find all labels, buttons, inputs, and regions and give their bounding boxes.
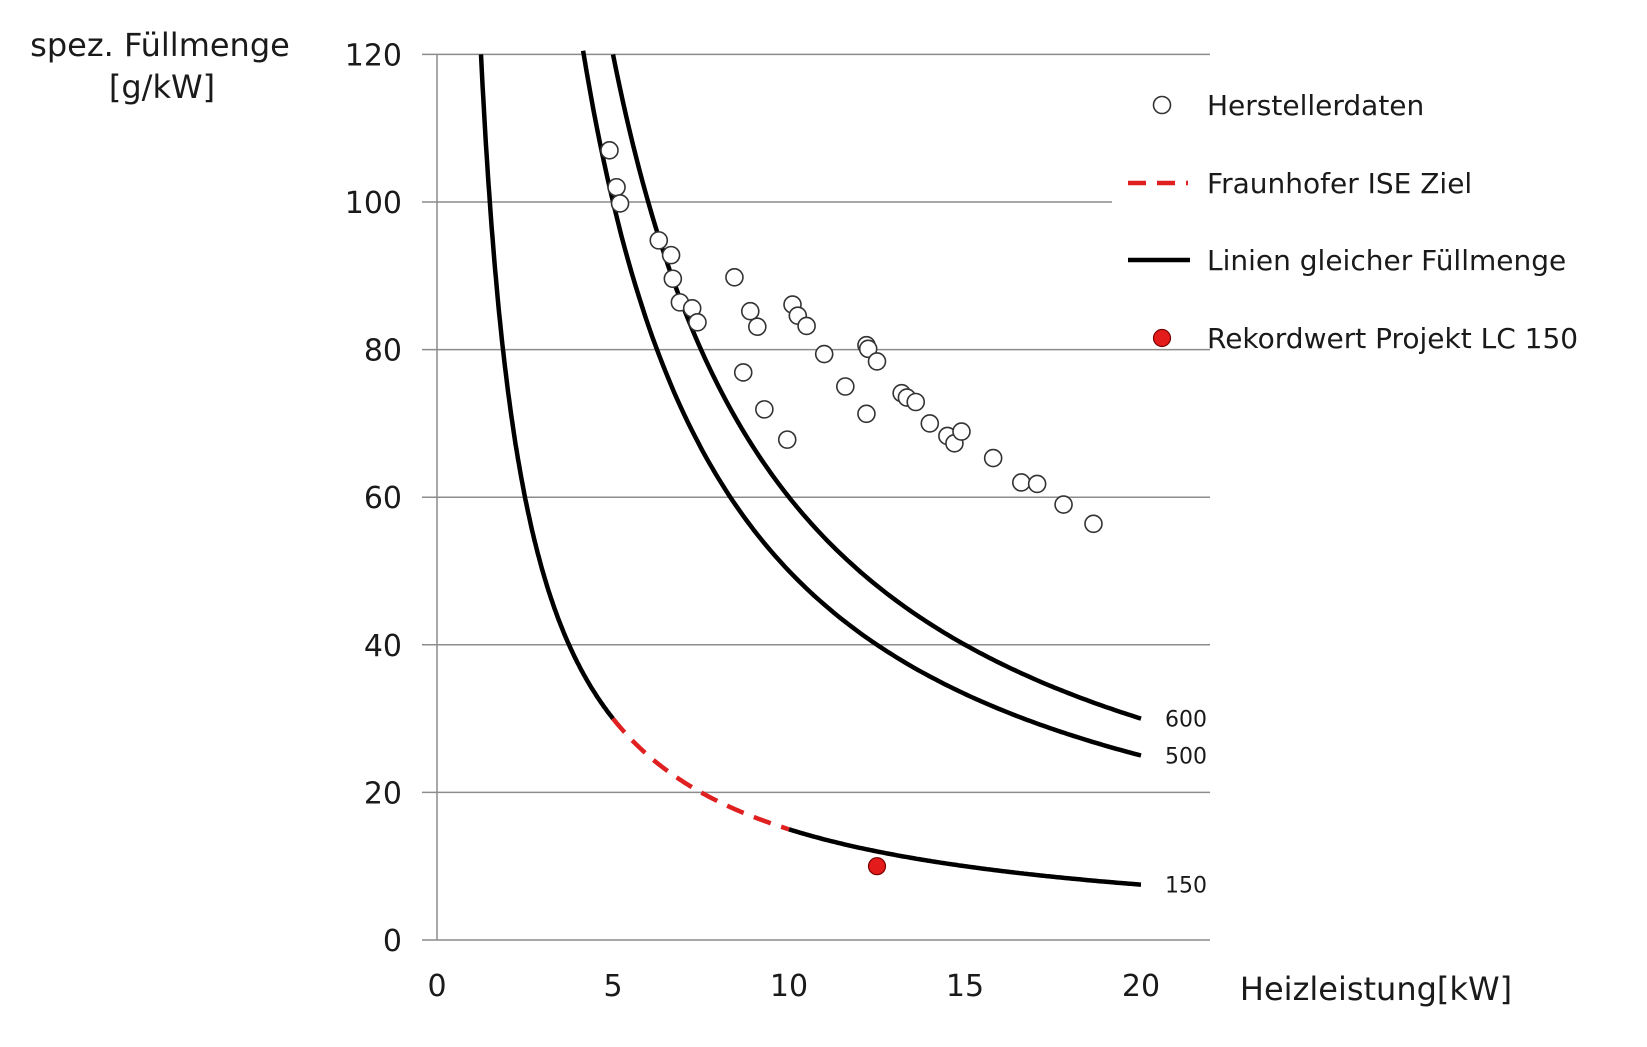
curve-150-segment-1	[478, 54, 615, 721]
axes	[422, 54, 1210, 941]
x-tick-label-0: 0	[427, 969, 446, 1004]
data-point-2	[610, 194, 630, 213]
curve-150-segment-2	[788, 827, 1142, 887]
y-tick-label-20: 20	[364, 776, 402, 811]
data-point-10	[740, 301, 760, 321]
legend-item-1: Fraunhofer ISE Ziel	[1128, 167, 1472, 200]
x-tick-label-15: 15	[946, 969, 984, 1004]
legend-item-3: Rekordwert Projekt LC 150	[1152, 322, 1578, 355]
y-tick-label-120: 120	[345, 38, 402, 73]
fraunhofer-target-dashed-curve	[611, 717, 790, 832]
tick-labels: 0 20 40 60 80 100 120 0 5 10 15 20	[345, 38, 1160, 1004]
data-point-31	[983, 448, 1003, 468]
data-point-12	[733, 363, 753, 382]
data-point-11	[748, 317, 767, 337]
curve-label-150: 150	[1165, 874, 1207, 899]
y-tick-label-100: 100	[345, 186, 402, 221]
data-point-5	[663, 269, 683, 289]
curve-600	[610, 53, 1142, 721]
data-point-27	[920, 414, 940, 433]
data-point-1	[607, 177, 626, 197]
x-tick-label-5: 5	[603, 969, 622, 1004]
curve-label-600: 600	[1165, 708, 1207, 733]
record-point-0	[867, 857, 887, 876]
legend: Herstellerdaten Fraunhofer ISE Ziel Linien…	[1128, 89, 1578, 355]
legend-label-3: Rekordwert Projekt LC 150	[1207, 322, 1578, 355]
data-point-19	[836, 377, 855, 396]
legend-label-1: Fraunhofer ISE Ziel	[1207, 167, 1472, 200]
legend-label-0: Herstellerdaten	[1207, 89, 1424, 122]
data-point-0	[600, 141, 619, 160]
data-point-3	[649, 231, 669, 250]
y-tick-label-60: 60	[364, 481, 402, 516]
y-axis-title-line2: [g/kW]	[109, 68, 215, 106]
data-point-9	[725, 267, 744, 287]
data-point-17	[797, 316, 816, 336]
data-point-18	[814, 344, 834, 364]
data-point-21	[858, 339, 878, 359]
curve-500	[580, 50, 1142, 758]
y-axis-title-line1: spez. Füllmenge	[30, 26, 290, 64]
legend-symbol-open-circle	[1152, 95, 1172, 115]
data-point-14	[777, 430, 797, 449]
x-axis-title: Heizleistung[kW]	[1240, 970, 1512, 1008]
data-point-34	[1054, 495, 1073, 514]
grid-lines	[422, 53, 1210, 794]
legend-symbol-red-dot	[1152, 328, 1172, 348]
data-point-13	[755, 400, 774, 419]
x-tick-label-10: 10	[770, 969, 808, 1004]
equal-charge-curves: 600 500 150	[478, 50, 1207, 899]
y-tick-label-40: 40	[364, 629, 402, 664]
data-point-30	[952, 422, 971, 441]
curve-label-500: 500	[1165, 745, 1207, 770]
y-tick-label-0: 0	[383, 924, 402, 959]
data-point-8	[688, 312, 707, 332]
data-point-26	[906, 392, 926, 412]
y-tick-label-80: 80	[364, 334, 402, 369]
data-point-35	[1084, 514, 1103, 534]
data-point-33	[1027, 474, 1047, 494]
legend-label-2: Linien gleicher Füllmenge	[1207, 244, 1566, 277]
data-point-32	[1012, 473, 1031, 492]
manufacturer-points	[600, 141, 1103, 876]
x-tick-label-20: 20	[1122, 969, 1160, 1004]
data-point-4	[661, 245, 681, 265]
data-point-23	[857, 404, 876, 424]
legend-item-0: Herstellerdaten	[1152, 89, 1424, 122]
data-point-22	[867, 352, 887, 371]
legend-item-2: Linien gleicher Füllmenge	[1128, 244, 1566, 277]
